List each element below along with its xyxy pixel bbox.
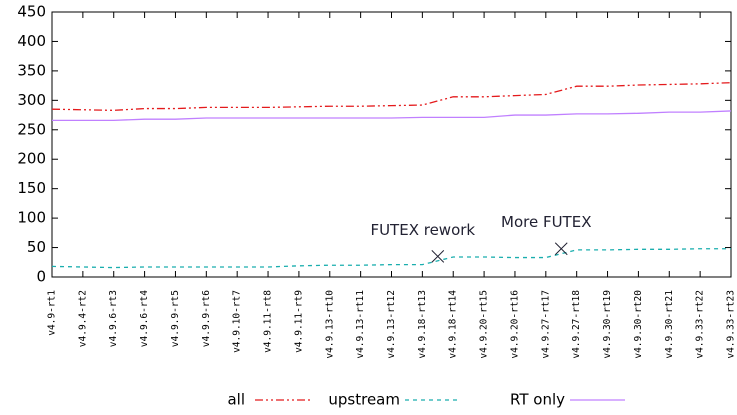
x-tick-label: v4.9.33-rt22 [695, 290, 706, 359]
y-tick-label: 0 [36, 268, 46, 286]
x-tick-label: v4.9.13-rt11 [355, 290, 366, 359]
x-tick-label: v4.9.6-rt3 [108, 290, 119, 347]
x-tick-label: v4.9.18-rt14 [448, 290, 459, 359]
y-tick-label: 100 [17, 209, 46, 227]
x-tick-label: v4.9.18-rt13 [417, 290, 428, 359]
x-tick-label: v4.9.11-rt8 [263, 290, 274, 353]
x-tick-label: v4.9.30-rt19 [602, 290, 613, 359]
x-tick-label: v4.9.13-rt10 [324, 290, 335, 359]
series-line [52, 110, 732, 122]
x-tick-label: v4.9.30-rt21 [664, 290, 675, 359]
x-tick-label: v4.9.33-rt23 [726, 290, 737, 359]
x-tick-label: v4.9.27-rt18 [571, 290, 582, 359]
x-tick-label: v4.9.9-rt5 [170, 290, 181, 347]
x-tick-label: v4.9.11-rt9 [293, 290, 304, 353]
x-tick-label: v4.9.27-rt17 [540, 290, 551, 359]
x-tick-label: v4.9.30-rt20 [633, 290, 644, 359]
y-tick-label: 450 [17, 3, 46, 21]
x-tick-label: v4.9.10-rt7 [232, 290, 243, 353]
x-tick-label: v4.9.13-rt12 [386, 290, 397, 359]
x-tick-label: v4.9.20-rt16 [509, 290, 520, 359]
legend-label: upstream [328, 391, 400, 409]
y-tick-label: 350 [17, 61, 46, 79]
x-tick-label: v4.9.4-rt2 [77, 290, 88, 347]
annotation-marker [431, 250, 445, 263]
series-line [51, 248, 731, 269]
x-tick-label: v4.9.20-rt15 [479, 290, 490, 359]
x-tick-label: v4.9-rt1 [47, 290, 58, 336]
y-tick-label: 250 [17, 120, 46, 138]
legend-label: RT only [510, 391, 565, 409]
y-tick-label: 200 [17, 150, 46, 168]
legend-label: all [227, 391, 245, 409]
y-tick-label: 300 [17, 91, 46, 109]
annotation-marker [554, 242, 568, 256]
y-tick-label: 150 [17, 179, 46, 197]
annotation-label: FUTEX rework [370, 221, 475, 239]
series-line [51, 82, 732, 111]
y-tick-label: 400 [17, 32, 46, 50]
x-tick-label: v4.9.9-rt6 [201, 290, 212, 347]
annotation-label: More FUTEX [501, 213, 591, 231]
y-tick-label: 50 [27, 238, 46, 256]
x-tick-label: v4.9.6-rt4 [139, 290, 150, 347]
